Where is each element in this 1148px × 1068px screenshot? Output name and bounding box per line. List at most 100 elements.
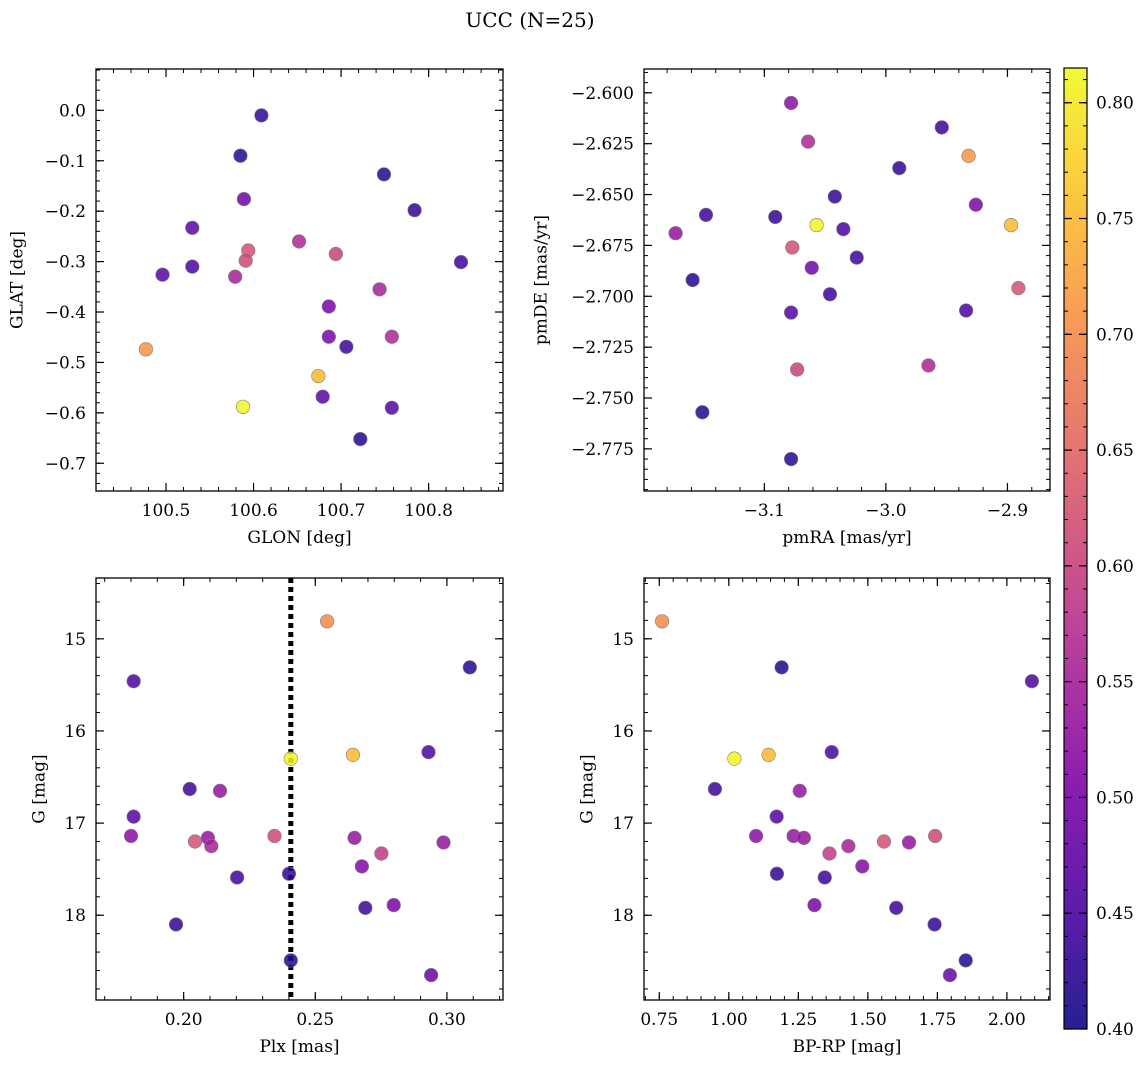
data-point [727,751,742,766]
x-tick-label: 1.00 [710,1010,748,1030]
data-point [822,287,838,302]
data-point [796,830,811,845]
x-tick-label: 100.5 [142,501,191,521]
x-tick-label: 0.75 [640,1010,678,1030]
x-axis-label: Plx [mas] [259,1037,339,1057]
subplot-glon-glat: 100.5 100.6 100.7 100.8 0.0 −0.1 −0.2 −0.3 −0.4 −… [8,68,504,548]
data-point [769,809,784,824]
data-point [774,660,789,675]
x-tick-label: 100.6 [229,501,278,521]
data-point [783,305,799,320]
x-axis-label: GLON [deg] [247,528,351,548]
data-point [698,207,714,222]
data-point [204,839,219,854]
y-tick-label: −2.600 [571,84,634,104]
y-tick-label: 18 [64,906,86,926]
data-point [230,870,245,885]
data-point [927,917,942,932]
data-point [126,674,141,689]
y-axis-label: G [mag] [578,754,598,823]
colorbar-tick-label: 0.40 [1096,1020,1134,1040]
data-point [347,830,362,845]
x-tick-label: −2.9 [987,501,1028,521]
y-axis-label: GLAT [deg] [8,231,28,329]
data-point [185,259,200,274]
y-tick-label: −0.4 [45,303,86,323]
data-point [315,389,330,404]
scatter-points [138,108,469,447]
x-tick-label: −3.1 [744,501,785,521]
y-tick-label: −2.675 [571,236,634,256]
data-point [345,747,361,763]
x-tick-label: 1.50 [849,1010,887,1030]
data-point [453,255,469,270]
data-point [807,897,822,913]
data-point [376,167,392,182]
x-axis-label: pmRA [mas/yr] [782,528,911,548]
subplot-plx-g: 0.20 0.25 0.30 15 16 17 18 Plx [mas] G [mag] [30,577,504,1057]
axes-frame [643,577,1051,1001]
data-point [233,148,248,163]
data-point [809,217,824,233]
data-point [841,839,856,854]
data-point [792,783,807,798]
data-point [283,953,298,968]
x-tick-label: −3.0 [865,501,906,521]
data-point [769,866,785,881]
y-tick-label: 16 [612,722,634,742]
x-tick-label: 2.00 [988,1010,1026,1030]
data-point [668,226,683,241]
y-axis-label: G [mag] [30,754,50,823]
x-tick-label: 0.30 [428,1010,466,1030]
data-point [1011,281,1026,296]
data-point [934,120,949,135]
colorbar-tick-label: 0.70 [1096,325,1134,345]
data-point [291,234,307,249]
data-point [849,250,864,265]
y-tick-label: 0.0 [59,101,86,121]
colorbar-tick-label: 0.50 [1096,788,1134,808]
data-point [267,828,282,844]
y-tick-label: −2.625 [571,135,634,155]
y-tick-label: 17 [612,814,634,834]
figure-title: UCC (N=25) [465,8,594,32]
data-point [901,835,917,850]
data-point [321,299,336,314]
data-point [928,828,943,844]
data-point [761,747,776,763]
y-tick-label: −2.650 [571,186,634,206]
y-tick-label: −0.5 [45,353,86,373]
data-point [407,203,422,218]
data-point [959,303,974,318]
scatter-points [123,614,477,983]
data-point [155,267,170,282]
data-point [1004,217,1019,233]
data-point [321,329,336,344]
data-point [235,399,251,414]
colorbar: 0.40 0.45 0.50 0.55 0.60 0.65 0.70 0.75 0.80 [1063,67,1134,1040]
data-point [654,614,670,629]
data-point [283,751,298,766]
colorbar-tick-label: 0.45 [1096,904,1134,924]
data-point [353,431,368,447]
axes-frame [95,68,504,492]
data-point [374,846,389,861]
x-tick-label: 100.7 [317,501,366,521]
colorbar-gradient [1063,67,1088,1030]
data-point [748,828,764,844]
data-point [421,745,436,760]
subplots: 100.5 100.6 100.7 100.8 0.0 −0.1 −0.2 −0.3 −0.4 −… [8,68,1051,1057]
data-point [384,400,399,415]
x-tick-label: 100.8 [404,501,453,521]
data-point [822,846,837,861]
data-point [311,368,326,384]
data-point [354,859,369,874]
data-point [827,189,842,204]
data-point [790,362,805,377]
x-tick-label: 0.25 [296,1010,334,1030]
y-axis-label: pmDE [mas/yr] [532,215,552,345]
data-point [695,405,710,420]
minor-ticks [644,578,1050,1000]
data-point [768,209,783,225]
y-tick-label: 16 [64,722,86,742]
